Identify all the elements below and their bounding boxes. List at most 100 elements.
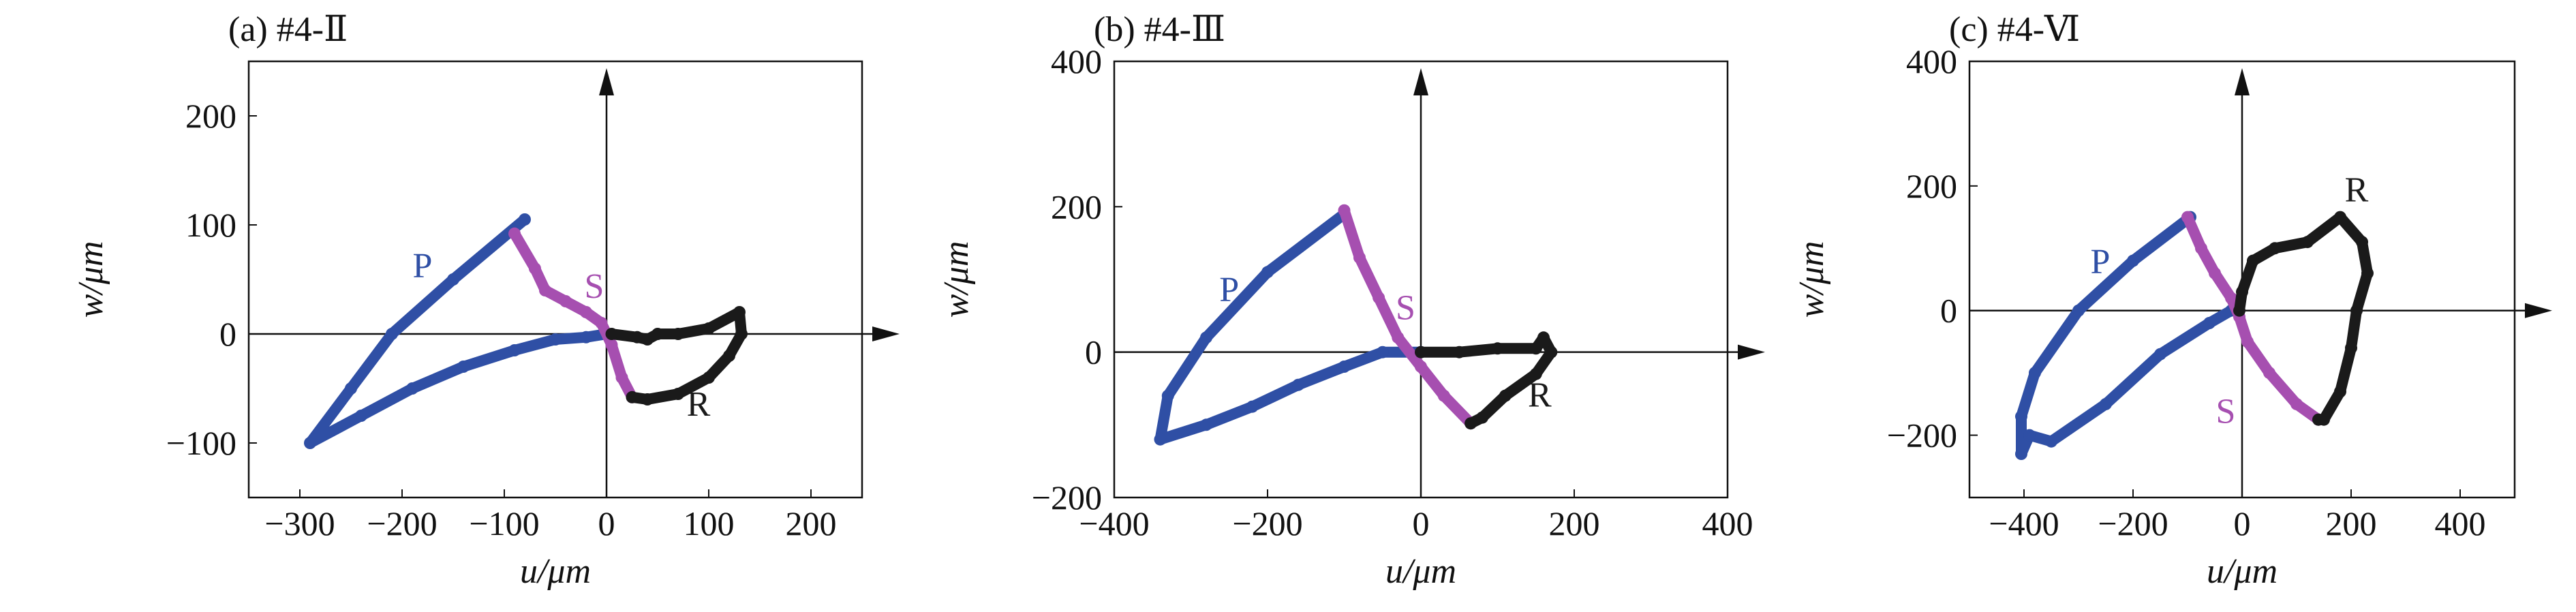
data-point-R xyxy=(605,328,618,340)
data-point-P xyxy=(519,213,531,226)
data-point-P xyxy=(2203,317,2215,329)
data-point-S xyxy=(595,317,608,329)
data-point-S xyxy=(605,339,618,351)
data-point-S xyxy=(559,295,572,307)
data-point-P xyxy=(406,382,418,395)
y-tick-label: 0 xyxy=(1085,333,1102,371)
y-axis-label: w/μm xyxy=(72,241,110,318)
x-tick-label: −200 xyxy=(1232,504,1302,542)
data-point-S xyxy=(2209,266,2221,279)
data-point-S xyxy=(1437,389,1450,402)
data-point-R xyxy=(2236,286,2248,299)
data-point-R xyxy=(2361,266,2374,279)
curve-label-S: S xyxy=(585,267,604,306)
chart-title: (c) #4-Ⅵ xyxy=(1949,10,2080,49)
y-tick-label: 0 xyxy=(219,315,236,353)
x-axis-arrow-icon xyxy=(2525,303,2552,318)
data-point-P xyxy=(1200,331,1212,344)
curve-label-R: R xyxy=(1528,376,1552,415)
data-point-R xyxy=(2301,236,2314,249)
data-point-S xyxy=(1353,251,1366,264)
chart-panel-0: −300 −200 −100 0 100 200 −100 0 100 200 (a) #4-Ⅱ u/… xyxy=(72,10,900,591)
series-line-S xyxy=(509,228,638,403)
x-tick-label: 400 xyxy=(1702,504,1753,542)
data-point-S xyxy=(1415,361,1427,373)
data-point-R xyxy=(723,350,735,362)
y-tick-label: −100 xyxy=(166,424,236,462)
data-point-R xyxy=(2356,236,2368,249)
data-point-S xyxy=(1392,331,1405,344)
data-point-R xyxy=(1415,346,1427,358)
y-tick-label: 400 xyxy=(1051,42,1102,80)
curve-label-R: R xyxy=(2345,171,2369,210)
data-point-S xyxy=(580,306,592,318)
y-axis-arrow-icon xyxy=(2235,68,2250,95)
data-point-P xyxy=(457,361,470,373)
curve-label-S: S xyxy=(2216,392,2236,431)
data-point-P xyxy=(2015,410,2027,423)
x-tick-label: −100 xyxy=(469,504,539,542)
x-axis-arrow-icon xyxy=(1738,344,1765,360)
data-point-P xyxy=(2015,448,2027,460)
data-point-P xyxy=(1200,418,1212,431)
data-point-S xyxy=(539,284,551,296)
y-tick-label: 100 xyxy=(185,206,236,244)
data-point-R xyxy=(2269,242,2281,255)
data-point-S xyxy=(2241,335,2254,348)
data-point-R xyxy=(626,391,639,403)
series-line-P xyxy=(2016,211,2237,459)
data-point-S xyxy=(1338,204,1351,217)
x-tick-label: −200 xyxy=(2098,504,2168,542)
data-point-P xyxy=(386,328,398,340)
y-tick-label: 0 xyxy=(1940,292,1957,330)
data-point-R xyxy=(672,328,684,340)
data-point-P xyxy=(2045,435,2057,448)
y-tick-label: 200 xyxy=(185,97,236,135)
data-point-R xyxy=(2334,385,2346,398)
data-point-R xyxy=(2345,341,2357,354)
x-axis-label: u/μm xyxy=(1385,552,1456,591)
y-tick-label: 200 xyxy=(1906,167,1957,205)
x-axis-arrow-icon xyxy=(872,326,900,341)
x-tick-label: 200 xyxy=(1549,504,1600,542)
y-tick-label: −200 xyxy=(1887,416,1957,455)
x-tick-label: −300 xyxy=(264,504,335,542)
x-axis-label: u/μm xyxy=(520,552,591,591)
data-point-S xyxy=(508,227,521,240)
x-tick-label: 100 xyxy=(684,504,735,542)
data-point-R xyxy=(1476,411,1488,424)
data-point-P xyxy=(2023,429,2036,442)
data-point-P xyxy=(355,410,367,422)
data-point-P xyxy=(549,333,562,346)
y-tick-label: 400 xyxy=(1906,42,1957,80)
data-point-R xyxy=(703,371,715,384)
data-point-R xyxy=(1545,346,1558,358)
x-tick-label: 200 xyxy=(2326,504,2377,542)
data-point-R xyxy=(2247,254,2259,267)
data-point-P xyxy=(2029,367,2041,380)
chart-title: (b) #4-Ⅲ xyxy=(1094,10,1225,49)
y-tick-label: 200 xyxy=(1051,187,1102,226)
data-point-P xyxy=(1292,378,1304,391)
data-point-P xyxy=(2100,397,2112,410)
data-point-P xyxy=(2154,348,2166,361)
curve-label-P: P xyxy=(2091,243,2111,281)
series-line-R xyxy=(2234,211,2373,425)
plot-frame xyxy=(247,60,863,499)
data-point-R xyxy=(733,306,746,318)
data-point-P xyxy=(1161,389,1174,402)
data-point-P xyxy=(1338,361,1351,373)
data-point-R xyxy=(1537,331,1550,344)
data-point-R xyxy=(651,328,664,340)
data-point-R xyxy=(1529,342,1542,355)
y-axis-arrow-icon xyxy=(1413,68,1428,95)
x-tick-label: −200 xyxy=(367,504,437,542)
data-point-R xyxy=(672,388,684,400)
x-tick-label: 0 xyxy=(2234,504,2251,542)
x-tick-label: 200 xyxy=(786,504,837,542)
curve-label-R: R xyxy=(687,385,711,424)
data-point-P xyxy=(2127,254,2139,267)
data-point-R xyxy=(1529,367,1542,380)
